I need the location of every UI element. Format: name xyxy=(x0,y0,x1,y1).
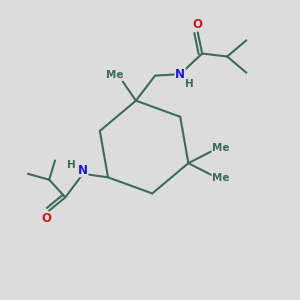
Text: Me: Me xyxy=(212,173,230,184)
Text: H: H xyxy=(68,160,76,170)
Text: Me: Me xyxy=(106,70,123,80)
Text: O: O xyxy=(193,18,203,31)
Text: O: O xyxy=(41,212,51,225)
Text: H: H xyxy=(184,79,193,88)
Text: N: N xyxy=(175,68,185,81)
Text: Me: Me xyxy=(212,143,230,153)
Text: N: N xyxy=(78,164,88,177)
